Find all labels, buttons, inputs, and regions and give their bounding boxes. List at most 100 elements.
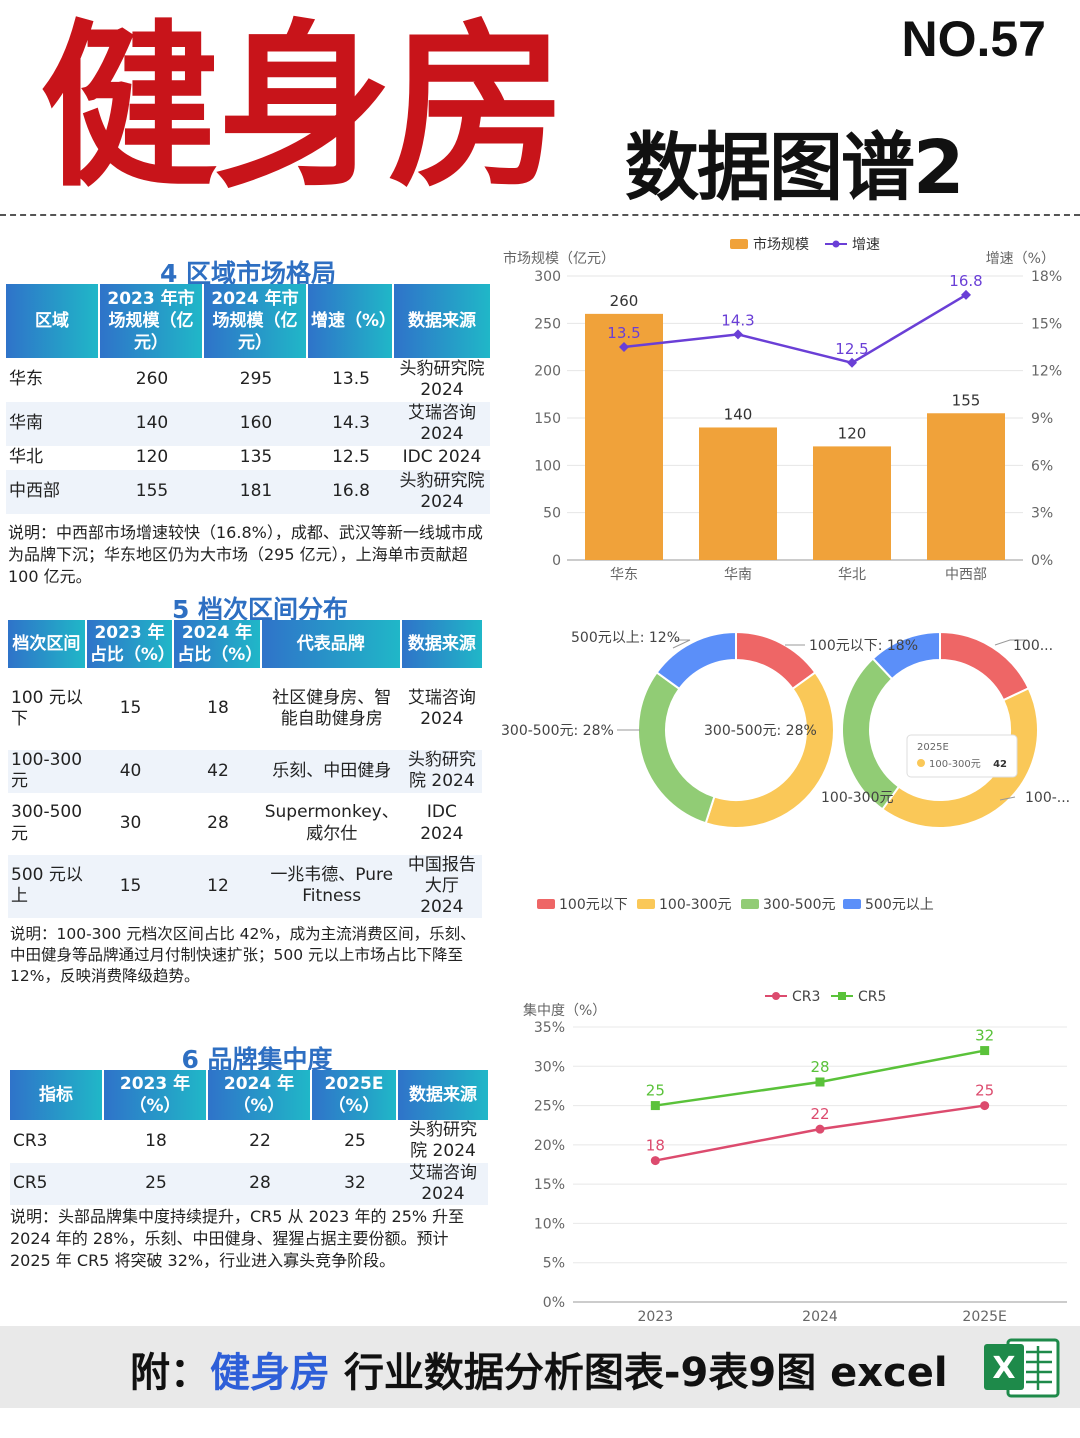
table-cell: CR3: [13, 1130, 48, 1151]
y-tick-label: 10%: [534, 1216, 565, 1232]
table-cell: 一兆韦德、Pure Fitness: [261, 854, 402, 919]
slice-label: 100...: [1013, 638, 1053, 654]
slice-label: 100-300元: [821, 790, 894, 806]
table-row: CR5 25 28 32 艾瑞咨询 2024: [10, 1162, 488, 1205]
table-cell: 头豹研究院 2024: [401, 750, 482, 793]
bar-value-label: 260: [610, 292, 639, 310]
x-tick-label: 2024: [802, 1309, 838, 1325]
table-row: 中西部 155 181 16.8 头豹研究院 2024: [6, 470, 490, 514]
line-point: [650, 1156, 660, 1166]
table-cell: 22: [249, 1130, 271, 1151]
line-point: [815, 1077, 825, 1087]
tooltip-name: 100-300元: [929, 759, 981, 770]
y2-tick-label: 6%: [1031, 458, 1053, 474]
tier-header-2: 2024 年占比（%）: [174, 620, 262, 668]
donut-2025e-slice: [841, 657, 901, 811]
region-header-1: 2023 年市场规模（亿元）: [100, 284, 204, 358]
table-cell: 28: [207, 812, 229, 833]
conc-header-2: 2024 年（%）: [208, 1070, 312, 1120]
table-cell: 18: [207, 698, 229, 719]
legend-label: 500元以上: [865, 897, 934, 913]
line-series: [623, 293, 967, 365]
table-cell: 艾瑞咨询 2024: [407, 687, 476, 729]
y-tick-label: 30%: [534, 1059, 565, 1075]
footer-bar: [0, 1326, 1080, 1408]
donut-2023-slice: [704, 670, 835, 829]
table-cell: 华东: [9, 369, 43, 390]
table-cell: 25: [344, 1130, 366, 1151]
table-cell: 140: [100, 402, 204, 446]
table-cell: IDC 2024: [420, 802, 464, 844]
slice-label: 100-...: [1025, 790, 1070, 806]
table-row: 500 元以上 15 12 一兆韦德、Pure Fitness 中国报告大厅 2…: [8, 854, 482, 919]
x-tick-label: 2023: [638, 1309, 674, 1325]
legend-marker-line: [832, 240, 840, 248]
y2-tick-label: 15%: [1031, 316, 1062, 332]
donut-2023-slice: [637, 670, 716, 825]
legend-swatch: [637, 899, 655, 909]
table-cell: 295: [239, 369, 273, 390]
line-value-label: 25: [646, 1082, 665, 1100]
table-cell: CR5: [10, 1162, 104, 1205]
table-row: 300-500 元 30 28 Supermonkey、威尔仕 IDC 2024: [8, 793, 482, 855]
line-point: [980, 1046, 990, 1056]
section5-note: 说明：100-300 元档次区间占比 42%，成为主流消费区间，乐刻、中田健身等…: [10, 925, 476, 985]
line-point: [961, 289, 971, 300]
table-cell: 160: [204, 402, 308, 446]
section4-note: 说明：中西部市场增速较快（16.8%），成都、武汉等新一线城市成为品牌下沉；华东…: [8, 523, 483, 586]
table-cell: 艾瑞咨询 2024: [394, 402, 490, 446]
legend-swatch: [537, 899, 555, 909]
table-cell: 30: [119, 812, 142, 833]
table-cell: 18: [145, 1130, 167, 1151]
table-cell: 120: [135, 447, 169, 468]
line-value-label: 12.5: [835, 340, 868, 358]
region-header-3: 增速（%）: [308, 284, 396, 358]
section6-title: 6 品牌集中度: [181, 1045, 333, 1074]
table-cell: 12.5: [332, 447, 370, 468]
footer-suffix: 行业数据分析图表-9表9图 excel: [343, 1350, 948, 1396]
legend-label: CR5: [858, 989, 886, 1005]
bar: [927, 413, 1005, 560]
legend-marker: [838, 992, 846, 1000]
table-cell: 15: [86, 854, 175, 919]
y2-tick-label: 12%: [1031, 364, 1062, 380]
table-row: 100-300 元 40 42 乐刻、中田健身 头豹研究院 2024: [8, 750, 482, 793]
table-cell: 华北: [9, 447, 43, 468]
y2-tick-label: 18%: [1031, 269, 1062, 285]
tier-header-3: 代表品牌: [261, 620, 402, 668]
table-cell: 15: [119, 698, 142, 719]
y-tick-label: 0: [552, 553, 561, 569]
table-cell: 25: [104, 1162, 208, 1205]
table-cell: 16.8: [308, 470, 394, 514]
table-cell: 艾瑞咨询 2024: [398, 1162, 488, 1205]
y-tick-label: 250: [534, 316, 561, 332]
legend-marker: [772, 992, 780, 1000]
tooltip-value: 42: [993, 759, 1007, 770]
line-value-label: 18: [646, 1137, 665, 1155]
y-tick-label: 150: [534, 411, 561, 427]
x-tick-label: 华南: [724, 567, 752, 583]
legend-swatch-bar: [730, 239, 748, 249]
table-row: 华东 260 295 13.5 头豹研究院 2024: [6, 358, 490, 402]
bar-value-label: 140: [724, 405, 753, 423]
table-cell: 100 元以下: [11, 687, 83, 729]
section4-title: 4 区域市场格局: [159, 259, 337, 288]
bar-value-label: 120: [838, 424, 867, 442]
tier-donut-chart: 500元以上: 12% 100元以下: 18% 300-500元: 28% 300-5…: [501, 630, 1070, 913]
line-value-label: 28: [810, 1058, 829, 1076]
slice-label: 300-500元: 28%: [704, 723, 817, 739]
legend-label: 100-300元: [659, 897, 732, 913]
footer-highlight: 健身房: [210, 1350, 330, 1396]
table-cell: 头豹研究院 2024: [409, 1120, 477, 1162]
legend-swatch: [843, 899, 861, 909]
bar: [699, 427, 777, 560]
tooltip-title: 2025E: [917, 742, 949, 753]
line-value-label: 32: [975, 1027, 994, 1045]
legend-label: 300-500元: [763, 897, 836, 913]
line-value-label: 14.3: [721, 311, 754, 329]
line-point: [733, 329, 743, 340]
region-header-4: 数据来源: [394, 284, 490, 358]
line-point: [650, 1101, 660, 1111]
table-cell: 260: [135, 369, 169, 390]
